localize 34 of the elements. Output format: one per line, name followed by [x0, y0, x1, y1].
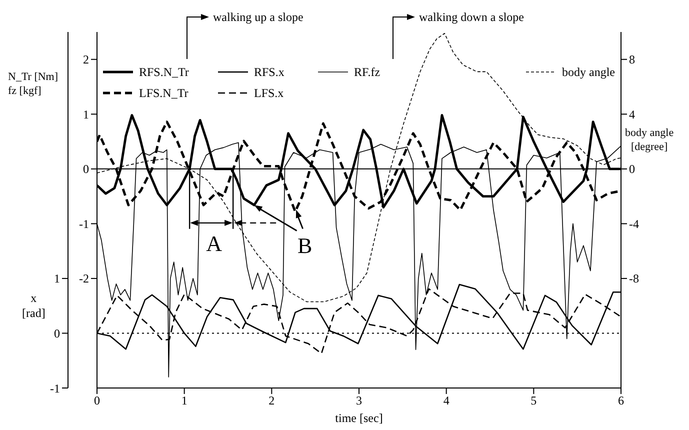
y3-axis-title: x [rad]: [22, 290, 46, 321]
y2-tick-label: -8: [629, 272, 639, 286]
y2-tick-label: 4: [629, 107, 635, 122]
y-tick-label: 1: [83, 107, 89, 122]
x-tick-label: 5: [530, 394, 537, 408]
y2-tick-label: 8: [629, 52, 635, 67]
x-axis-title: time [sec]: [335, 411, 383, 425]
legend-label: body angle: [562, 64, 615, 80]
x-tick-label: 1: [181, 394, 188, 408]
text: walking up a slope: [213, 10, 304, 24]
y-tick-label: -2: [79, 272, 89, 286]
y-tick-label: 0: [83, 162, 89, 176]
text: walking down a slope: [419, 10, 524, 24]
y3-tick-label: 0: [54, 326, 60, 340]
legend-label: RFS.x: [254, 64, 284, 80]
x-tick-label: 4: [443, 394, 450, 408]
y2-tick-label: -4: [629, 216, 639, 231]
legend-label: LFS.N_Tr: [139, 86, 188, 101]
y-tick-label: -1: [79, 216, 89, 231]
x-tick-label: 3: [356, 394, 362, 408]
legend-label: RF.fz: [354, 64, 380, 80]
y3-tick-label: 1: [54, 272, 60, 286]
annotation: A: [206, 230, 222, 256]
y-tick-label: 2: [83, 52, 89, 67]
x-tick-label: 6: [618, 394, 624, 408]
y2-tick-label: 0: [629, 162, 635, 176]
x-tick-label: 2: [268, 394, 275, 408]
annotation: B: [297, 232, 312, 258]
x-tick-label: 0: [94, 394, 100, 408]
legend-label: LFS.x: [254, 86, 284, 101]
y2-axis-title: body angle [degree]: [625, 126, 674, 154]
y3-tick-label: -1: [50, 381, 60, 396]
legend-label: RFS.N_Tr: [139, 64, 189, 80]
y-axis-title: N_Tr [Nm] fz [kgf]: [8, 70, 58, 98]
